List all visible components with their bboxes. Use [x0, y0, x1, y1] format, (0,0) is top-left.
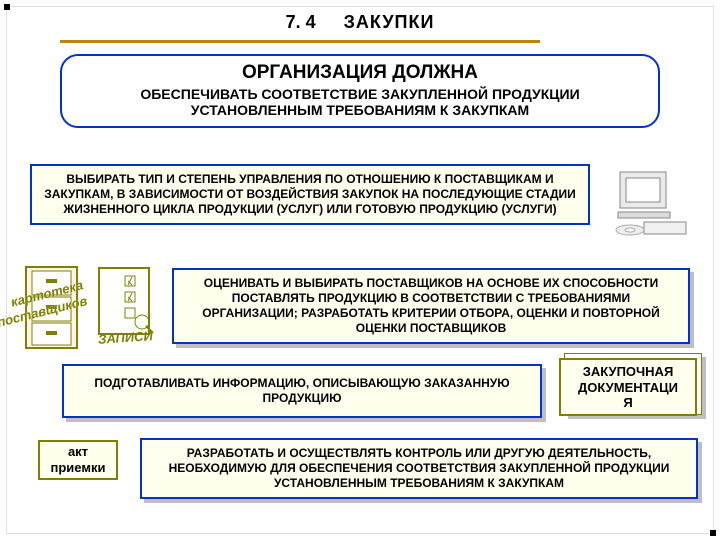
- akt-line1: акт: [40, 444, 116, 460]
- akt-priemki-box: акт приемки: [38, 440, 118, 480]
- computer-icon: [612, 170, 690, 240]
- box-prepare-info-text: ПОДГОТАВЛИВАТЬ ИНФОРМАЦИЮ, ОПИСЫВАЮЩУЮ З…: [94, 376, 509, 405]
- box-control-activity-text: РАЗРАБОТАТЬ И ОСУЩЕСТВЛЯТЬ КОНТРОЛЬ ИЛИ …: [169, 446, 670, 490]
- corner-dot-br: [710, 530, 716, 536]
- box-select-control: ВЫБИРАТЬ ТИП И СТЕПЕНЬ УПРАВЛЕНИЯ ПО ОТН…: [30, 164, 590, 225]
- title-underline: [60, 40, 540, 43]
- org-heading: ОРГАНИЗАЦИЯ ДОЛЖНА: [74, 62, 646, 84]
- akt-line2: приемки: [40, 460, 116, 476]
- corner-dot-tl: [4, 4, 10, 10]
- title-row: 7. 4 ЗАКУПКИ: [0, 12, 720, 33]
- box-control-activity: РАЗРАБОТАТЬ И ОСУЩЕСТВЛЯТЬ КОНТРОЛЬ ИЛИ …: [140, 438, 698, 499]
- box-evaluate-suppliers-text: ОЦЕНИВАТЬ И ВЫБИРАТЬ ПОСТАВЩИКОВ НА ОСНО…: [202, 276, 659, 335]
- box-select-control-text: ВЫБИРАТЬ ТИП И СТЕПЕНЬ УПРАВЛЕНИЯ ПО ОТН…: [44, 172, 576, 216]
- box-purchase-docs: ЗАКУПОЧНАЯ ДОКУМЕНТАЦИ Я: [559, 358, 697, 416]
- purchase-docs-l1: ЗАКУПОЧНАЯ: [565, 364, 691, 380]
- org-subheading: ОБЕСПЕЧИВАТЬ СООТВЕТСТВИЕ ЗАКУПЛЕННОЙ ПР…: [74, 86, 646, 118]
- title-text: ЗАКУПКИ: [344, 12, 435, 33]
- box-purchase-docs-outer: ЗАКУПОЧНАЯ ДОКУМЕНТАЦИ Я: [564, 353, 702, 415]
- purchase-docs-l2: ДОКУМЕНТАЦИ: [565, 380, 691, 396]
- org-heading-box: ОРГАНИЗАЦИЯ ДОЛЖНА ОБЕСПЕЧИВАТЬ СООТВЕТС…: [60, 54, 660, 128]
- title-number: 7. 4: [286, 12, 316, 33]
- box-prepare-info: ПОДГОТАВЛИВАТЬ ИНФОРМАЦИЮ, ОПИСЫВАЮЩУЮ З…: [62, 364, 542, 418]
- purchase-docs-l3: Я: [565, 395, 691, 411]
- box-evaluate-suppliers: ОЦЕНИВАТЬ И ВЫБИРАТЬ ПОСТАВЩИКОВ НА ОСНО…: [172, 268, 690, 344]
